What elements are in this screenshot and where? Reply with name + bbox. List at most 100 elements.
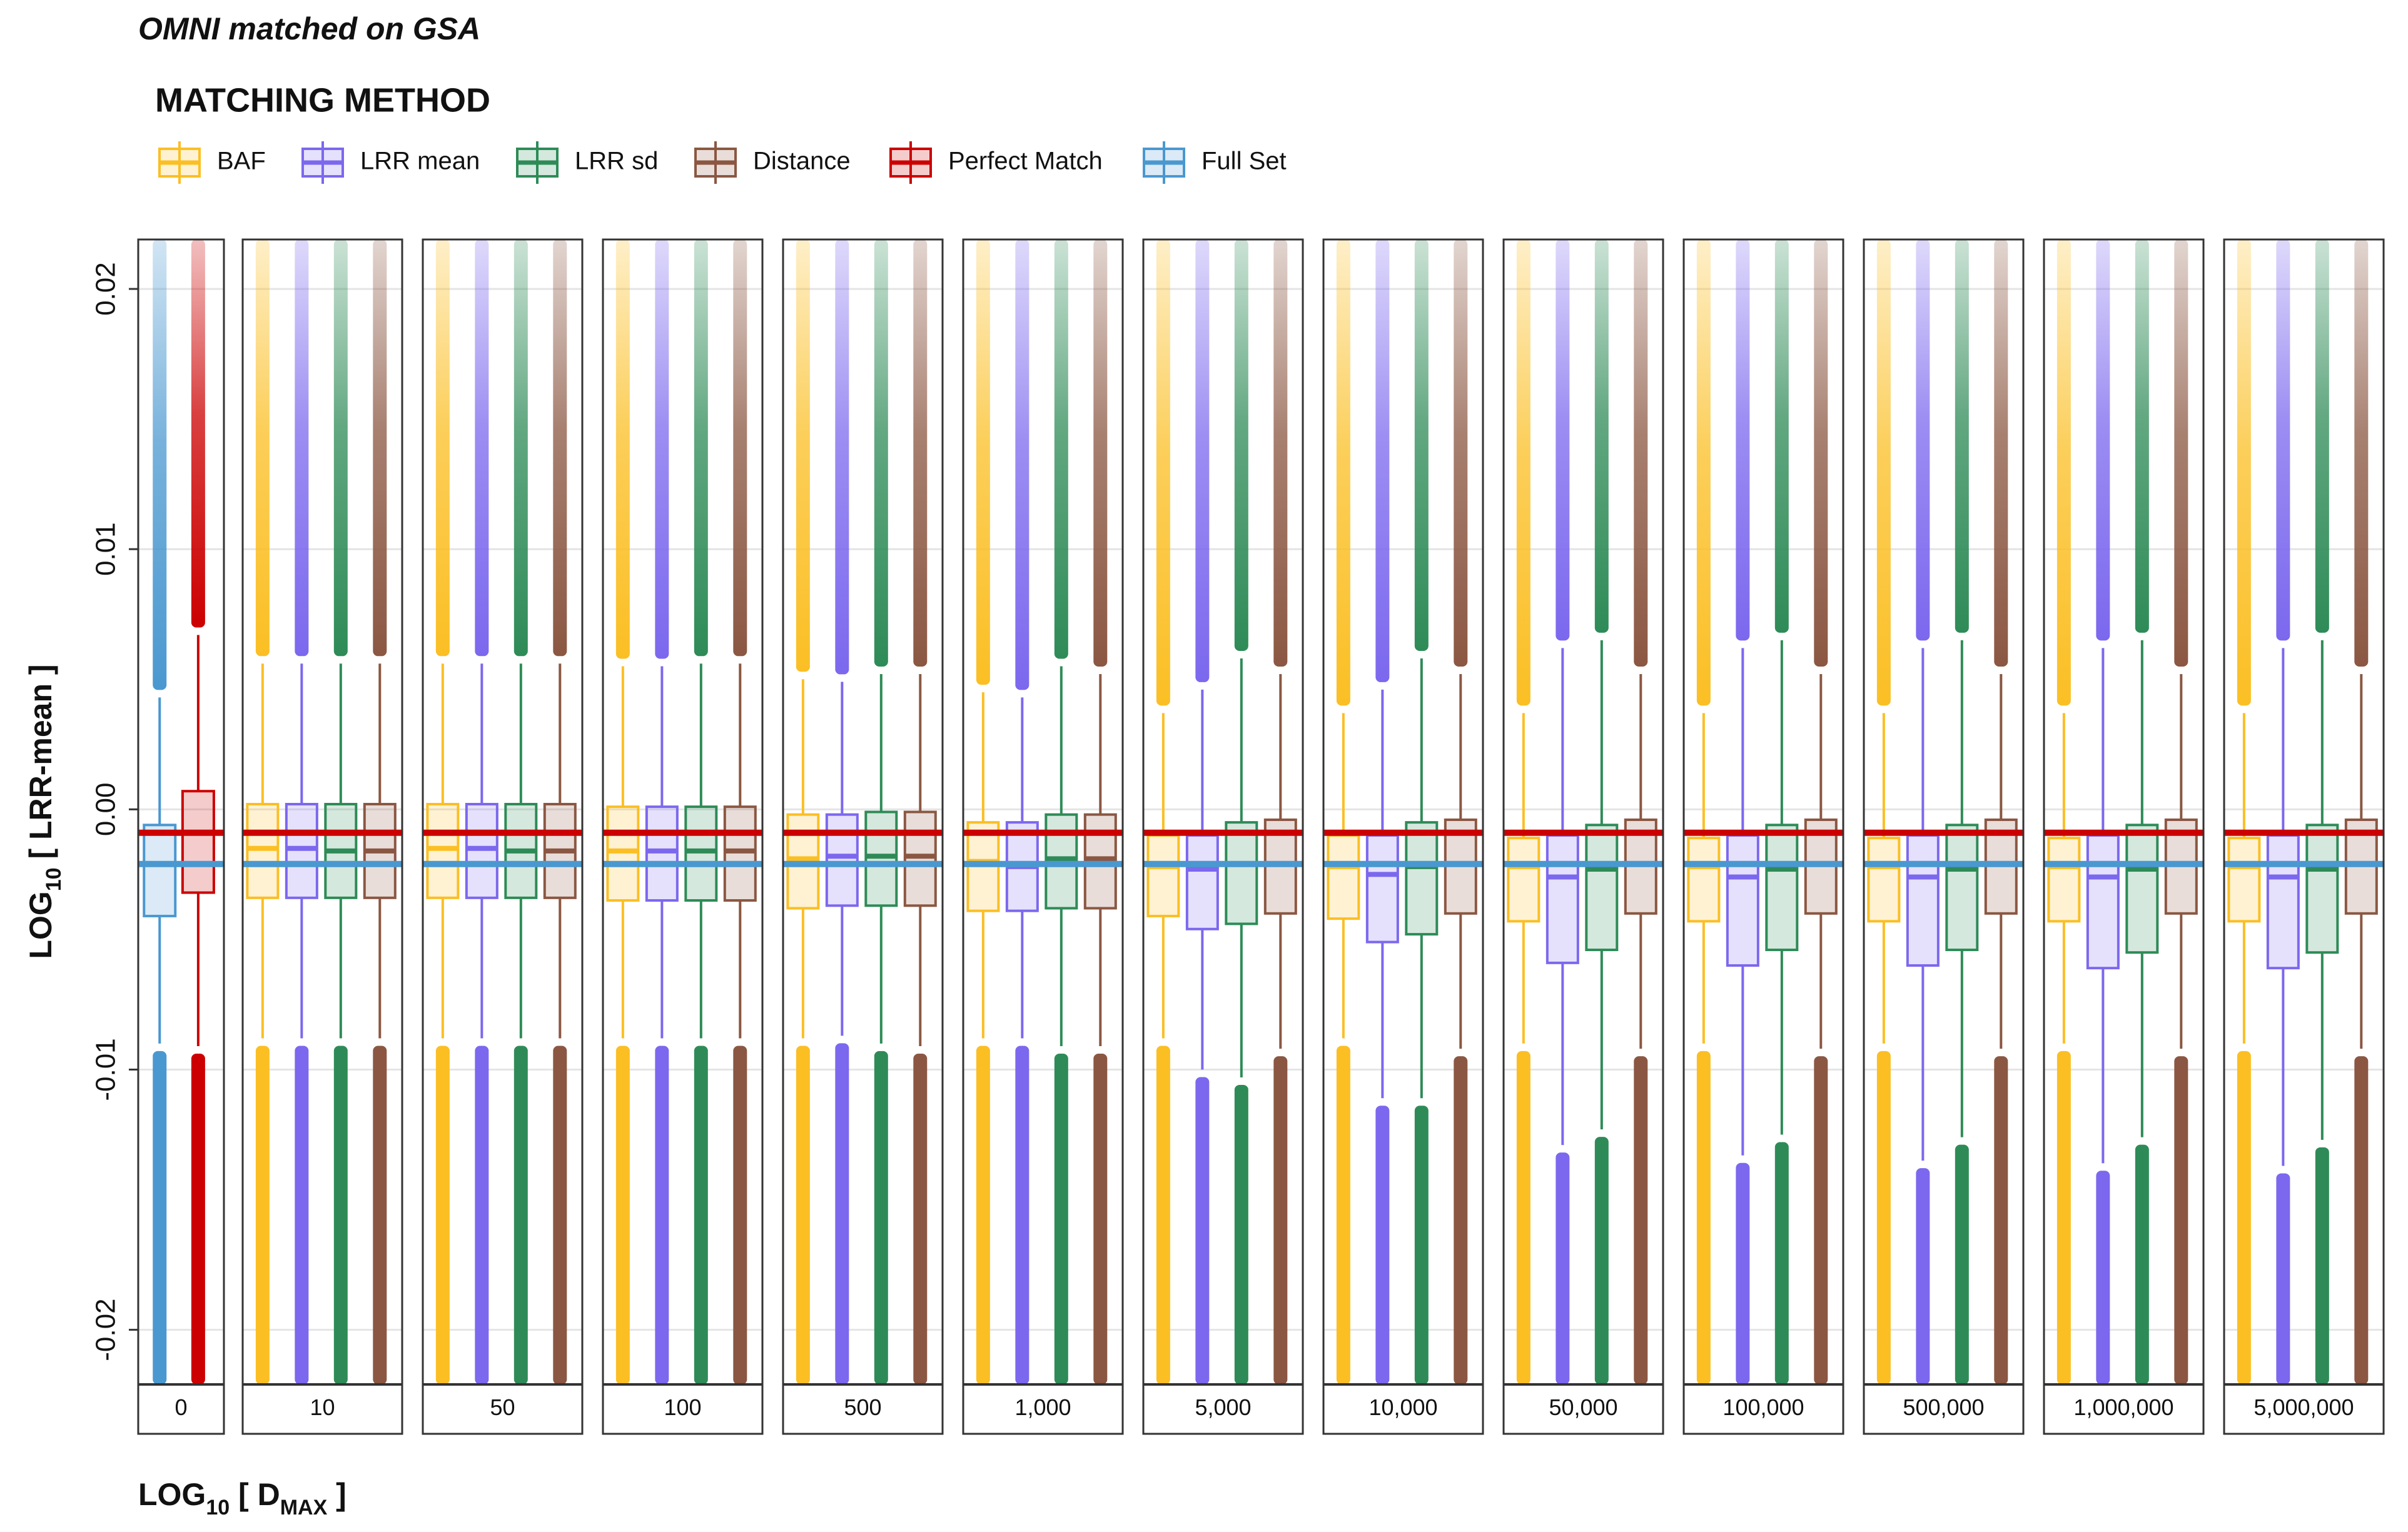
outlier-band xyxy=(1273,239,1288,667)
box xyxy=(1327,834,1360,920)
box xyxy=(1225,821,1258,925)
legend-label: Perfect Match xyxy=(948,148,1103,175)
outlier-band xyxy=(373,1046,387,1384)
strip-label: 5,000,000 xyxy=(2254,1394,2354,1420)
outlier-band xyxy=(1234,239,1248,651)
outlier-band xyxy=(796,1046,810,1384)
outlier-band xyxy=(1955,239,1969,633)
outlier-band xyxy=(1634,1056,1648,1384)
panel-border xyxy=(1502,238,1664,1435)
outlier-band xyxy=(2315,1147,2329,1384)
outlier-band xyxy=(191,1054,205,1384)
outlier-band xyxy=(874,239,888,667)
outlier-band xyxy=(655,1046,669,1384)
outlier-band xyxy=(874,1051,888,1384)
outlier-band xyxy=(976,239,990,685)
legend-label: LRR sd xyxy=(575,148,658,175)
legend-label: LRR mean xyxy=(360,148,480,175)
box xyxy=(1945,824,1979,952)
panel-border xyxy=(1863,238,2025,1435)
box xyxy=(1146,834,1180,917)
outlier-band xyxy=(1774,239,1789,633)
outlier-band xyxy=(2315,239,2329,633)
outlier-band xyxy=(1054,239,1068,659)
outlier-band xyxy=(553,1046,567,1384)
box xyxy=(181,790,215,894)
outlier-band xyxy=(835,239,849,675)
outlier-band xyxy=(694,1046,708,1384)
box xyxy=(606,805,640,902)
strip-label: 1,000,000 xyxy=(2073,1394,2173,1420)
y-tick-label: 0.02 xyxy=(91,262,121,316)
strip-label: 100 xyxy=(664,1394,701,1420)
strip-label: 50,000 xyxy=(1549,1394,1617,1420)
outlier-band xyxy=(2096,239,2110,641)
box xyxy=(2086,834,2120,970)
y-tick-label: 0.00 xyxy=(91,783,121,837)
outlier-band xyxy=(2174,1056,2188,1384)
outlier-band xyxy=(2354,239,2369,667)
strip-label: 500,000 xyxy=(1903,1394,1984,1420)
outlier-band xyxy=(1093,1054,1108,1384)
outlier-band xyxy=(694,239,708,657)
strip-label: 10,000 xyxy=(1368,1394,1437,1420)
outlier-band xyxy=(333,1046,348,1384)
outlier-band xyxy=(2135,1144,2149,1384)
outlier-band xyxy=(615,1046,630,1384)
outlier-band xyxy=(1916,1168,1930,1384)
outlier-band xyxy=(153,239,167,690)
outlier-band xyxy=(1414,239,1429,651)
outlier-band xyxy=(2056,239,2071,706)
panel-border xyxy=(241,238,403,1435)
outlier-band xyxy=(2056,1051,2071,1384)
outlier-band xyxy=(295,239,309,657)
x-label: LOG10 [ DMAX ] xyxy=(138,1477,347,1519)
outlier-band xyxy=(1015,239,1029,690)
outlier-band xyxy=(513,1046,528,1384)
y-label: LOG10 [ LRR-mean ] xyxy=(23,664,66,959)
legend-label: BAF xyxy=(217,148,266,175)
outlier-band xyxy=(1273,1056,1288,1384)
outlier-band xyxy=(1336,1046,1350,1384)
strip-label: 500 xyxy=(844,1394,881,1420)
outlier-band xyxy=(1736,239,1750,641)
legend-label: Full Set xyxy=(1201,148,1287,175)
outlier-band xyxy=(1414,1106,1429,1384)
outlier-band xyxy=(1054,1054,1068,1384)
y-tick-label: -0.01 xyxy=(91,1038,121,1101)
outlier-band xyxy=(976,1046,990,1384)
box xyxy=(1507,837,1540,923)
outlier-band xyxy=(1015,1046,1029,1384)
outlier-band xyxy=(1556,239,1570,641)
outlier-band xyxy=(475,1046,489,1384)
outlier-band xyxy=(1156,1046,1170,1384)
outlier-band xyxy=(1774,1142,1789,1384)
box xyxy=(426,803,460,899)
outlier-band xyxy=(1696,239,1711,706)
outlier-band xyxy=(1876,1051,1891,1384)
outlier-band xyxy=(1093,239,1108,667)
outlier-band xyxy=(1696,1051,1711,1384)
outlier-band xyxy=(373,239,387,657)
panel-border xyxy=(1682,238,1844,1435)
label-part: [ D xyxy=(230,1477,280,1512)
y-tick-label: -0.02 xyxy=(91,1298,121,1361)
outlier-band xyxy=(553,239,567,657)
outlier-band xyxy=(1594,239,1609,633)
outlier-band xyxy=(191,239,205,628)
box xyxy=(1906,834,1940,967)
label-part: MAX xyxy=(280,1496,328,1519)
label-part: [ LRR-mean ] xyxy=(23,664,58,867)
strip-label: 10 xyxy=(310,1394,335,1420)
outlier-band xyxy=(435,1046,450,1384)
outlier-band xyxy=(1736,1162,1750,1384)
box xyxy=(645,805,679,902)
outlier-band xyxy=(513,239,528,657)
strip-label: 100,000 xyxy=(1723,1394,1804,1420)
outlier-band xyxy=(153,1051,167,1384)
box xyxy=(2227,837,2261,923)
outlier-band xyxy=(1876,239,1891,706)
outlier-band xyxy=(2237,239,2251,706)
box xyxy=(723,805,757,902)
outlier-band xyxy=(1375,239,1390,682)
